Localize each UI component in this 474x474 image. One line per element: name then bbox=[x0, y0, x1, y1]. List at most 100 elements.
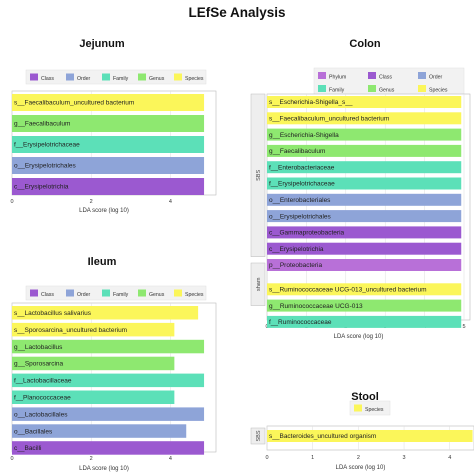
jejunum-xtick-label: 0 bbox=[10, 199, 13, 205]
legend-swatch-class bbox=[30, 289, 38, 297]
stool-group-label: SBS bbox=[256, 430, 262, 441]
ileum-bar-label: o__Bacillales bbox=[14, 428, 53, 435]
colon-bar bbox=[267, 210, 462, 223]
ileum-xtick-label: 2 bbox=[90, 456, 93, 462]
ileum-bar bbox=[12, 373, 205, 388]
legend-label-order: Order bbox=[77, 292, 91, 298]
legend-label-class: Class bbox=[41, 292, 54, 298]
ileum-bar bbox=[12, 306, 199, 320]
legend-swatch-genus bbox=[138, 289, 146, 297]
stool-group-strip-sbs bbox=[250, 427, 266, 445]
stool-xtick-label: 3 bbox=[403, 455, 406, 461]
legend-label-species: Species bbox=[429, 87, 448, 93]
colon-legend-box bbox=[313, 67, 465, 99]
colon-bar-label: f__Enterobacteriaceae bbox=[269, 164, 335, 171]
colon-bar-label: f__Erysipelotrichaceae bbox=[269, 181, 335, 188]
jejunum-bar-label: f__Erysipelotrichaceae bbox=[14, 142, 80, 149]
legend-swatch-phylum bbox=[318, 72, 326, 79]
ileum-bar bbox=[12, 441, 205, 455]
colon-panel-title: Colon bbox=[349, 38, 380, 50]
legend-label-family: Family bbox=[329, 87, 345, 93]
stool-xtick-label: 0 bbox=[265, 455, 268, 461]
stool-xtick-label: 4 bbox=[448, 455, 451, 461]
legend-label-class: Class bbox=[41, 76, 54, 82]
colon-bar bbox=[267, 259, 462, 271]
jejunum-panel-title: Jejunum bbox=[79, 38, 124, 50]
ileum-bar-label: f__Planococcaceae bbox=[14, 394, 71, 401]
legend-swatch-species bbox=[418, 85, 426, 92]
colon-bar-label: f__Ruminococcaceae bbox=[269, 319, 332, 326]
colon-bar bbox=[267, 315, 462, 328]
legend-swatch-class bbox=[30, 73, 38, 81]
legend-label-family: Family bbox=[113, 76, 129, 82]
legend-swatch-species bbox=[174, 73, 182, 81]
colon-bar bbox=[267, 177, 462, 190]
legend-label-species: Species bbox=[185, 76, 204, 82]
colon-bar bbox=[267, 161, 462, 174]
jejunum-bar bbox=[12, 157, 205, 174]
legend-label-species: Species bbox=[185, 292, 204, 298]
legend-label-order: Order bbox=[77, 76, 91, 82]
legend-swatch-family bbox=[318, 85, 326, 92]
legend-swatch-family bbox=[102, 289, 110, 297]
stool-xtick-label: 1 bbox=[311, 455, 314, 461]
ileum-bar-label: c__Bacilli bbox=[14, 445, 41, 452]
stool-legend: Species bbox=[349, 400, 391, 416]
colon-x-axis-label: LDA score (log 10) bbox=[334, 334, 384, 340]
ileum-bar bbox=[12, 356, 175, 371]
colon-bar bbox=[267, 242, 462, 255]
ileum-bar-label: g__Lactobacillus bbox=[14, 344, 63, 351]
legend-swatch-species bbox=[174, 289, 182, 297]
ileum-bar bbox=[12, 322, 175, 337]
ileum-bar-label: o__Lactobacillales bbox=[14, 411, 68, 418]
ileum-bar-label: f__Lactobacillaceae bbox=[14, 378, 72, 385]
jejunum-x-axis-label: LDA score (log 10) bbox=[79, 208, 129, 214]
colon-bar-label: o__Erysipelotrichales bbox=[269, 213, 332, 220]
jejunum-xtick-label: 4 bbox=[169, 199, 172, 205]
colon-group-strip-sbs bbox=[250, 93, 266, 257]
colon-panel: ColonPhylumClassOrderFamilyGenusSpecies0… bbox=[250, 38, 471, 340]
ileum-bar bbox=[12, 407, 205, 421]
legend-label-phylum: Phylum bbox=[329, 74, 346, 80]
colon-group-strip-sham bbox=[250, 262, 266, 306]
legend-swatch-class bbox=[368, 72, 376, 79]
ileum-bar-label: g__Sporosarcina bbox=[14, 361, 64, 368]
legend-label-genus: Genus bbox=[379, 87, 395, 93]
ileum-xtick-label: 0 bbox=[10, 456, 13, 462]
ileum-bar bbox=[12, 424, 187, 438]
colon-bar bbox=[267, 144, 462, 157]
legend-label-genus: Genus bbox=[149, 76, 165, 82]
ileum-xtick-label: 4 bbox=[169, 456, 172, 462]
legend-swatch-family bbox=[102, 73, 110, 81]
colon-bar-label: o__Enterobacteriales bbox=[269, 197, 331, 204]
jejunum-bar bbox=[12, 115, 205, 132]
colon-xtick-label: 5 bbox=[462, 324, 465, 330]
stool-panel-title: Stool bbox=[351, 391, 379, 403]
colon-bar bbox=[267, 299, 462, 312]
colon-bar-label: c__Gammaproteobacteria bbox=[269, 230, 345, 237]
legend-swatch-order bbox=[418, 72, 426, 79]
jejunum-bar bbox=[12, 178, 205, 195]
legend-label-family: Family bbox=[113, 292, 129, 298]
legend-label-genus: Genus bbox=[149, 292, 165, 298]
colon-bar-label: g__Escherichia-Shigella bbox=[269, 132, 339, 139]
colon-bar-label: g__Ruminococcaceae UCG-013 bbox=[269, 303, 363, 310]
stool-panel: Stool Species 0 1 2 3 4 LDA score (log 10) SBS s_… bbox=[250, 391, 474, 471]
ileum-panel-title: Ileum bbox=[88, 256, 117, 268]
legend-label-species: Species bbox=[365, 407, 384, 413]
jejunum-bar-label: c__Erysipelotrichia bbox=[14, 184, 69, 191]
jejunum-bar-label: g__Faecalibaculum bbox=[14, 121, 70, 128]
colon-bar bbox=[267, 283, 462, 296]
colon-bar-label: s__Ruminococcaceae UCG-013_uncultured ba… bbox=[269, 287, 427, 294]
legend-swatch-order bbox=[66, 289, 74, 297]
stool-bar bbox=[267, 430, 473, 442]
colon-bar bbox=[267, 96, 462, 108]
ileum-x-axis-label: LDA score (log 10) bbox=[79, 466, 129, 472]
legend-swatch-species bbox=[354, 404, 362, 412]
colon-bar bbox=[267, 112, 462, 125]
colon-bar bbox=[267, 128, 462, 141]
figure-title: LEfSe Analysis bbox=[188, 5, 285, 20]
ileum-legend: Class Order Family Genus Species bbox=[25, 285, 207, 301]
colon-bar-label: c__Erysipelotrichia bbox=[269, 246, 324, 253]
stool-x-axis-label: LDA score (log 10) bbox=[336, 465, 386, 471]
